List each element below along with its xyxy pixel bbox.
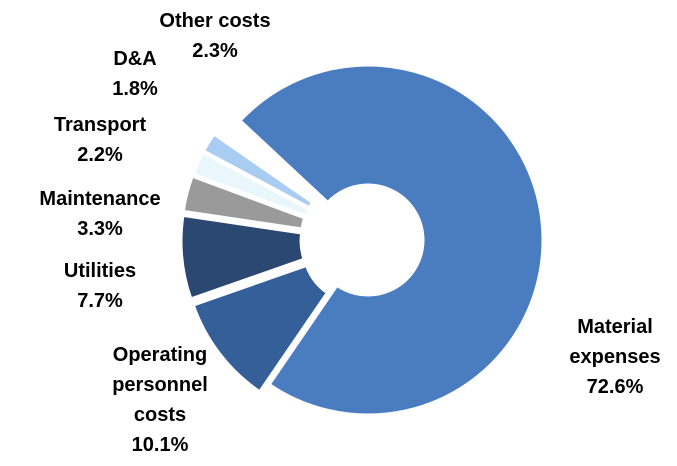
category-label: Transport bbox=[53, 114, 147, 136]
category-label: Other costs bbox=[159, 10, 271, 32]
category-label: D&A bbox=[113, 48, 157, 70]
slice-label: D&A 1.8% bbox=[85, 44, 185, 104]
value-label: 10.1% bbox=[131, 434, 189, 456]
category-label: Material expenses bbox=[569, 316, 661, 368]
donut-slice bbox=[181, 174, 307, 231]
donut-slice bbox=[237, 63, 545, 417]
category-label: Operating personnel costs bbox=[112, 344, 208, 426]
donut-slice bbox=[212, 111, 321, 204]
category-label: Utilities bbox=[63, 260, 137, 282]
slice-label: Operating personnel costs 10.1% bbox=[85, 340, 235, 460]
donut-slice bbox=[179, 213, 307, 301]
slice-label: Other costs 2.3% bbox=[140, 6, 290, 66]
donut-slice bbox=[191, 263, 330, 394]
category-label: Maintenance bbox=[39, 188, 161, 210]
value-label: 3.3% bbox=[77, 218, 123, 240]
slice-label: Utilities 7.7% bbox=[25, 256, 175, 316]
value-label: 1.8% bbox=[112, 78, 158, 100]
donut-slice bbox=[191, 150, 311, 218]
slice-label: Material expenses 72.6% bbox=[545, 312, 677, 402]
value-label: 2.2% bbox=[77, 144, 123, 166]
value-label: 7.7% bbox=[77, 290, 123, 312]
donut-slice bbox=[201, 131, 315, 210]
slice-label: Transport 2.2% bbox=[25, 110, 175, 170]
value-label: 2.3% bbox=[192, 40, 238, 62]
slice-label: Maintenance 3.3% bbox=[15, 184, 185, 244]
value-label: 72.6% bbox=[586, 376, 644, 398]
